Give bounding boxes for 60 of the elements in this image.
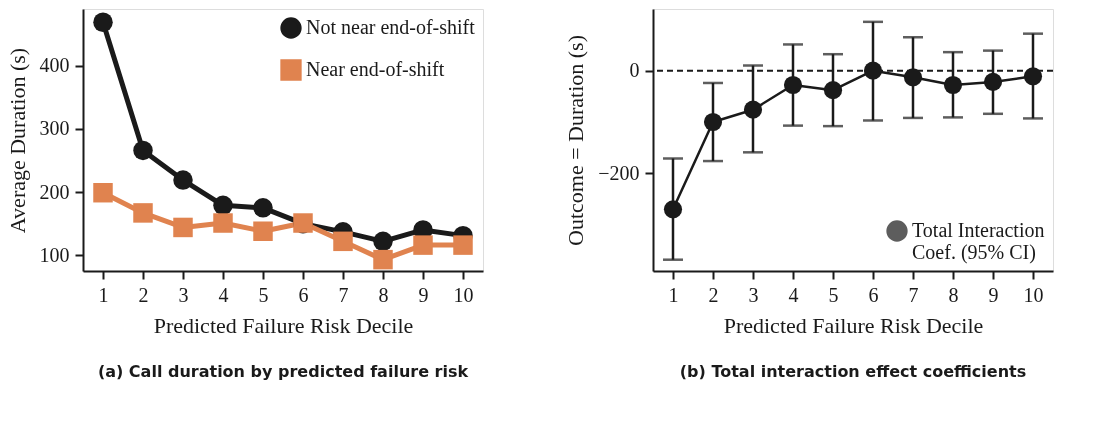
y-axis-title: Outcome = Duration (s): [563, 35, 589, 246]
x-tick-label: 2: [708, 283, 719, 306]
x-axis-title: Predicted Failure Risk Decile: [723, 312, 984, 338]
point: [333, 231, 353, 252]
point: [743, 100, 763, 119]
point: [93, 12, 113, 32]
x-tick-label: 4: [218, 283, 229, 306]
x-tick-label: 6: [298, 283, 309, 306]
x-tick-label: 5: [828, 283, 839, 306]
point: [93, 182, 113, 203]
x-tick-label: 4: [788, 283, 799, 306]
point: [373, 231, 393, 252]
x-tick-label: 9: [418, 283, 429, 306]
x-tick-label: 10: [1023, 283, 1044, 306]
x-tick-label: 5: [258, 283, 269, 306]
text: (a) Call duration by predicted failure risk: [97, 362, 469, 381]
point: [903, 68, 923, 87]
legend-label: Not near end-of-shift: [306, 16, 476, 38]
x-tick-label: 3: [748, 283, 759, 306]
x-tick-label: 6: [868, 283, 879, 306]
text: (b) Total interaction effect coefficients: [679, 362, 1027, 381]
point: [173, 217, 193, 238]
point: [413, 235, 433, 255]
point: [1023, 67, 1043, 86]
point: [133, 140, 153, 161]
y-tick-label: −200: [598, 161, 640, 184]
x-tick-label: 9: [988, 283, 999, 306]
x-axis-title: Predicted Failure Risk Decile: [153, 312, 414, 338]
y-tick-label: 200: [39, 180, 70, 203]
y-tick-label: 300: [39, 117, 70, 140]
x-tick-label: 1: [98, 283, 109, 306]
point: [663, 200, 683, 219]
point: [863, 61, 883, 80]
x-tick-label: 7: [908, 283, 919, 306]
x-tick-label: 10: [453, 283, 474, 306]
x-tick-label: 8: [378, 283, 389, 306]
point: [943, 75, 963, 95]
point: [253, 198, 273, 218]
point: [373, 249, 393, 270]
point: [133, 203, 153, 223]
x-tick-label: 3: [178, 283, 189, 306]
x-tick-label: 2: [138, 283, 149, 306]
point: [783, 75, 803, 95]
y-tick-label: 400: [39, 54, 70, 77]
point: [983, 72, 1003, 92]
point: [173, 170, 193, 190]
point: [703, 112, 723, 132]
point: [213, 213, 233, 233]
y-tick-label: 0: [629, 59, 640, 82]
point: [453, 235, 473, 255]
y-axis-title: Average Duration (s): [4, 47, 30, 234]
legend-label: Total Interaction Coef. (95% CI): [912, 219, 1045, 264]
x-tick-label: 1: [668, 283, 679, 306]
legend-label: Near end-of-shift: [306, 58, 445, 80]
point: [213, 195, 233, 216]
y-tick-label: 100: [39, 243, 70, 266]
x-tick-label: 8: [948, 283, 959, 306]
point: [823, 81, 843, 100]
x-tick-label: 7: [338, 283, 349, 306]
point: [253, 221, 273, 241]
